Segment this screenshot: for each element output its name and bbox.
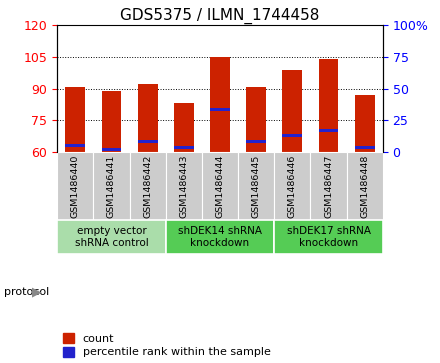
Bar [274,220,383,254]
Bar [66,144,85,147]
Text: GSM1486440: GSM1486440 [71,154,80,218]
Text: ▶: ▶ [32,286,41,299]
Bar [129,152,166,220]
Bar [274,152,311,220]
Title: GDS5375 / ILMN_1744458: GDS5375 / ILMN_1744458 [120,8,320,24]
Bar [102,91,121,152]
Text: shDEK17 shRNA
knockdown: shDEK17 shRNA knockdown [286,226,370,248]
Bar [210,57,230,152]
Bar [166,152,202,220]
Bar [202,152,238,220]
Text: protocol: protocol [4,287,50,297]
Text: GSM1486443: GSM1486443 [180,154,188,218]
Bar [57,220,166,254]
Bar [319,59,338,152]
Bar [102,148,121,151]
Text: GSM1486441: GSM1486441 [107,154,116,218]
Bar [246,86,266,152]
Text: empty vector
shRNA control: empty vector shRNA control [75,226,148,248]
Text: GSM1486446: GSM1486446 [288,154,297,218]
Bar [355,95,375,152]
Bar [311,152,347,220]
Bar [319,129,338,132]
Bar [174,146,194,149]
Bar [282,70,302,152]
Bar [66,86,85,152]
Text: GSM1486442: GSM1486442 [143,154,152,218]
Bar [246,140,266,143]
Legend: count, percentile rank within the sample: count, percentile rank within the sample [63,333,271,358]
Bar [174,103,194,152]
Text: GSM1486445: GSM1486445 [252,154,260,218]
Bar [238,152,274,220]
Bar [282,134,302,136]
Bar [347,152,383,220]
Text: GSM1486447: GSM1486447 [324,154,333,218]
Bar [210,108,230,111]
Text: shDEK14 shRNA
knockdown: shDEK14 shRNA knockdown [178,226,262,248]
Bar [138,85,158,152]
Bar [57,152,93,220]
Bar [93,152,129,220]
Bar [138,140,158,143]
Bar [355,146,375,149]
Text: GSM1486444: GSM1486444 [216,154,224,218]
Text: GSM1486448: GSM1486448 [360,154,369,218]
Bar [166,220,274,254]
